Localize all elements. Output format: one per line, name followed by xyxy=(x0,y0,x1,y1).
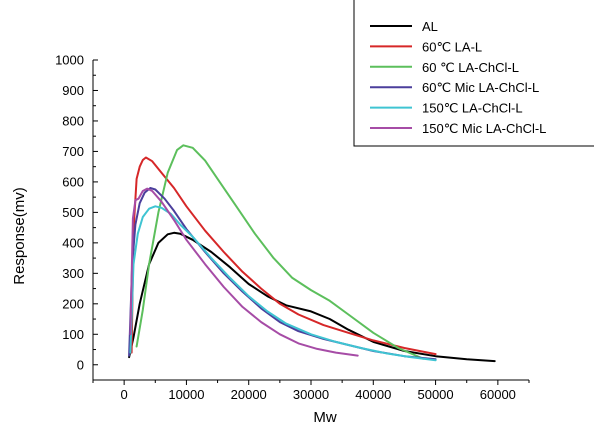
series-line-5 xyxy=(129,205,437,362)
y-tick-label: 1000 xyxy=(55,53,84,68)
series-line-3 xyxy=(135,144,425,360)
y-tick-label: 500 xyxy=(62,205,84,220)
y-tick-label: 100 xyxy=(62,327,84,342)
x-tick-label: 10000 xyxy=(168,387,204,402)
x-tick-label: 50000 xyxy=(417,387,453,402)
series-line-2 xyxy=(130,156,437,356)
legend-label-2: 60℃ LA-L xyxy=(422,39,482,54)
series-line-6 xyxy=(129,187,359,357)
series-line-1 xyxy=(128,231,496,363)
y-tick-label: 800 xyxy=(62,113,84,128)
legend-label-3: 60 ℃ LA-ChCl-L xyxy=(422,60,519,75)
y-tick-label: 0 xyxy=(77,357,84,372)
x-tick-label: 0 xyxy=(121,387,128,402)
y-tick-label: 900 xyxy=(62,83,84,98)
x-tick-label: 60000 xyxy=(480,387,516,402)
y-tick-label: 600 xyxy=(62,174,84,189)
legend-label-1: AL xyxy=(422,19,438,34)
x-tick-label: 30000 xyxy=(293,387,329,402)
x-axis-title: Mw xyxy=(313,409,336,425)
y-tick-label: 300 xyxy=(62,266,84,281)
y-tick-label: 200 xyxy=(62,296,84,311)
y-axis-title: Response(mv) xyxy=(11,187,28,285)
legend-frame xyxy=(353,0,594,147)
y-tick-label: 400 xyxy=(62,235,84,250)
y-tick-label: 700 xyxy=(62,144,84,159)
legend-label-6: 150℃ Mic LA-ChCl-L xyxy=(422,121,546,136)
x-tick-label: 40000 xyxy=(355,387,391,402)
legend-label-4: 60℃ Mic LA-ChCl-L xyxy=(422,80,539,95)
axes: 0 10000 20000 30000 40000 50000 60000 0 100 200 30… xyxy=(55,53,530,402)
x-tick-label: 20000 xyxy=(231,387,267,402)
legend-label-5: 150℃ LA-ChCl-L xyxy=(422,101,523,116)
legend: AL 60℃ LA-L 60 ℃ LA-ChCl-L 60℃ Mic LA-ChCl-… xyxy=(353,0,594,147)
series-layer xyxy=(128,144,496,363)
series-line-4 xyxy=(128,187,437,361)
